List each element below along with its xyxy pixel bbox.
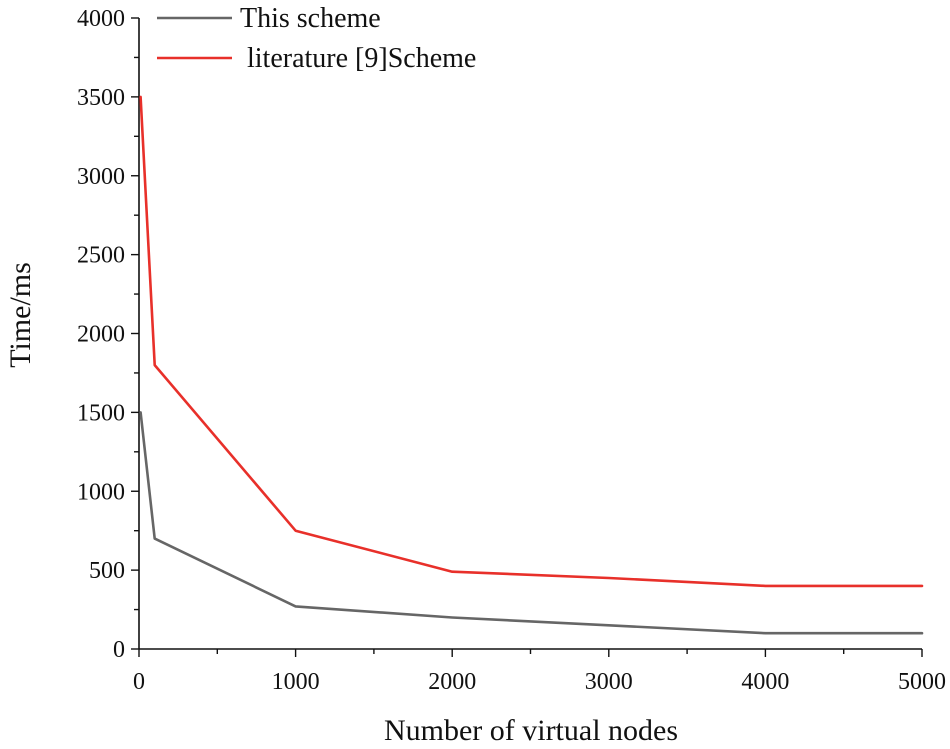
x-tick-label: 0 bbox=[133, 669, 145, 695]
x-tick-label: 2000 bbox=[428, 669, 476, 695]
y-tick-label: 1500 bbox=[77, 400, 125, 426]
y-tick-label: 4000 bbox=[77, 6, 125, 32]
y-tick-label: 500 bbox=[89, 558, 125, 584]
y-tick-label: 3000 bbox=[77, 164, 125, 190]
legend-label-2: literature [9]Scheme bbox=[247, 43, 476, 74]
x-tick-label: 4000 bbox=[741, 669, 789, 695]
series-line-2 bbox=[139, 95, 924, 588]
y-tick-label: 2000 bbox=[77, 322, 125, 348]
legend: This scheme literature [9]Scheme bbox=[157, 3, 476, 74]
axes: 0 500 1000 1500 2000 2500 3000 3500 4000 0 1000 200… bbox=[77, 6, 946, 695]
y-axis-title: Time/ms bbox=[4, 262, 37, 368]
x-tick-label: 5000 bbox=[898, 669, 946, 695]
y-tick-label: 1000 bbox=[77, 479, 125, 505]
series-line-1 bbox=[139, 411, 924, 635]
x-tick-label: 1000 bbox=[272, 669, 320, 695]
y-tick-label: 0 bbox=[113, 637, 125, 663]
series-layer bbox=[139, 95, 924, 635]
legend-label-1: This scheme bbox=[240, 3, 381, 34]
y-tick-label: 3500 bbox=[77, 85, 125, 111]
y-tick-label: 2500 bbox=[77, 243, 125, 269]
x-axis-title: Number of virtual nodes bbox=[384, 714, 678, 747]
x-tick-label: 3000 bbox=[585, 669, 633, 695]
